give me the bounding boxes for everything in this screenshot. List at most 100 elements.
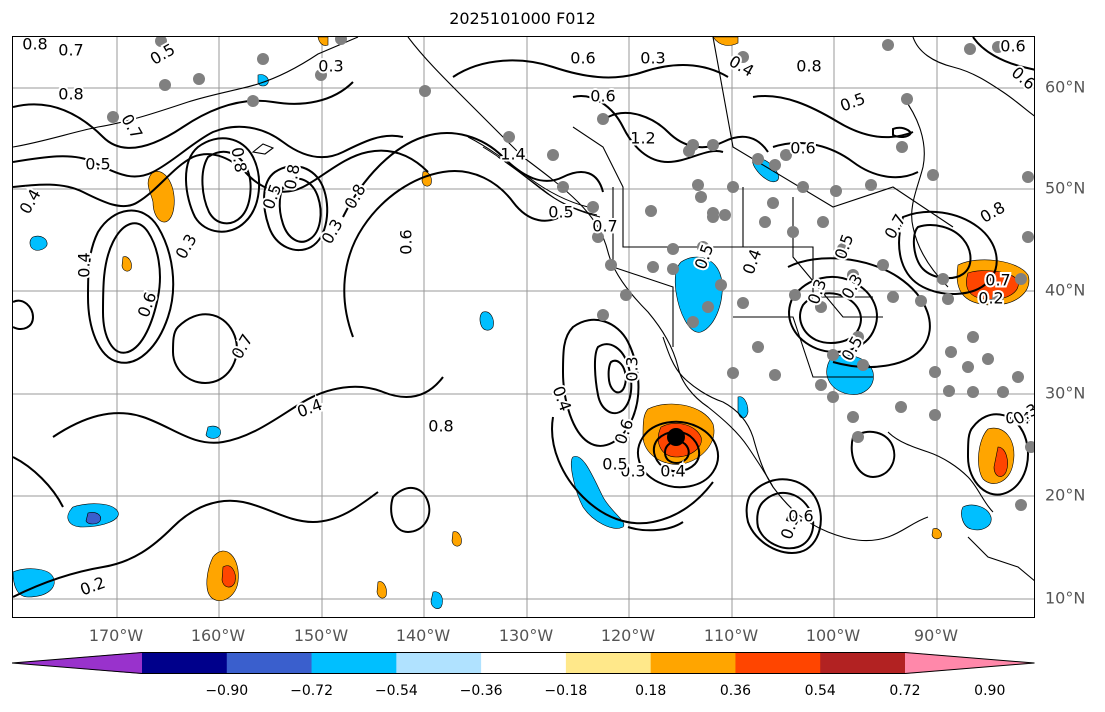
colorbar-bin	[650, 652, 736, 674]
shade-positive	[121, 256, 132, 272]
lat-tick-label: 30°N	[1045, 383, 1086, 403]
weather-map: 0.8 0.7 0.5 0.3 0.6 0.3 0.4 0.8 0.5 0.6 0.7 0.8 0.8 0…	[12, 36, 1035, 618]
contour-label: 0.8	[227, 146, 250, 174]
contour-label: 0.7	[985, 271, 1010, 290]
contour-label: 0.4	[1005, 409, 1030, 428]
lat-tick-label: 40°N	[1045, 280, 1086, 300]
colorbar-bin	[12, 652, 142, 674]
shade-positive	[317, 37, 329, 46]
contour-label: 1.4	[500, 145, 525, 164]
contour-label: 0.8	[796, 57, 821, 76]
contour-label: 0.7	[117, 111, 146, 143]
shade-negative	[479, 311, 494, 331]
shade-positive	[421, 171, 432, 187]
contour-label: 0.6	[790, 139, 815, 158]
contours	[13, 37, 1034, 598]
colorbar-bin	[142, 652, 228, 674]
colorbar-bin	[311, 652, 397, 674]
colorbar	[12, 652, 1035, 674]
contour-label: 0.4	[739, 246, 766, 276]
storm-center-icon	[667, 428, 685, 446]
colorbar-bin	[226, 652, 313, 674]
contour-label: 0.4	[549, 383, 576, 413]
lon-tick-label: 150°W	[293, 626, 349, 645]
lon-tick-label: 110°W	[703, 626, 759, 645]
shade-strong-positive	[221, 565, 236, 588]
colorbar-bin	[396, 652, 482, 674]
lon-tick-label: 160°W	[190, 626, 246, 645]
contour-label: 0.5	[831, 231, 858, 261]
contour-label: 0.5	[548, 203, 573, 222]
contour-label: 0.6	[788, 507, 813, 526]
colorbar-bin	[820, 652, 906, 674]
contour-label: 0.6	[570, 49, 595, 68]
shade-negative	[257, 74, 269, 87]
contour-label: 0.7	[592, 217, 617, 236]
colorbar-tick-label: 0.90	[974, 683, 1006, 699]
colorbar-bin	[905, 652, 1035, 674]
graticule	[13, 37, 1034, 617]
colorbar-tick-label: −0.72	[290, 683, 333, 699]
contour-label: 0.8	[22, 37, 47, 54]
contour-label: 0.8	[280, 163, 303, 191]
shade-negative	[674, 256, 723, 333]
contour-label: 0.8	[977, 198, 1009, 227]
contour-label: 0.6	[611, 416, 638, 446]
contour-label: 0.3	[172, 231, 201, 263]
shade-negative	[961, 504, 992, 531]
colorbar-bin	[735, 652, 821, 674]
contour-label: 0.2	[978, 289, 1003, 308]
colorbar-bin	[481, 652, 567, 674]
shade-negative	[737, 396, 749, 419]
lon-tick-label: 170°W	[88, 626, 144, 645]
map-title: 2025101000 F012	[449, 9, 596, 28]
lat-tick-label: 20°N	[1045, 485, 1086, 505]
colorbar-tick-label: −0.90	[205, 683, 249, 699]
shade-positive	[376, 581, 387, 599]
contour-label: 0.7	[58, 41, 83, 60]
colorbar-tick-label: −0.54	[374, 683, 418, 699]
lon-tick-label: 140°W	[395, 626, 451, 645]
colorbar-tick-label: 0.18	[635, 683, 667, 699]
coastlines	[13, 37, 1034, 582]
contour-label: 0.4	[726, 52, 758, 81]
contour-label: 0.4	[16, 186, 45, 218]
contour-label: 0.4	[294, 395, 324, 422]
lat-tick-label: 10°N	[1045, 588, 1086, 608]
contour-label: 0.6	[590, 87, 615, 106]
contour-label: 0.3	[620, 462, 645, 481]
contour-label: 0.5	[837, 89, 867, 116]
colorbar-tick-label: 0.36	[719, 683, 752, 699]
colorbar-bin	[565, 652, 652, 674]
shade-positive	[451, 531, 462, 547]
thin-contours	[467, 136, 601, 218]
contour-label: 0.7	[228, 331, 257, 363]
contour-label: 0.6	[134, 289, 161, 319]
colorbar-outline	[12, 652, 1035, 674]
contour-label: 0.4	[75, 252, 94, 277]
contour-label: 0.2	[77, 573, 107, 600]
contour-label: 0.8	[341, 181, 370, 213]
lon-tick-label: 130°W	[498, 626, 554, 645]
lon-tick-label: 90°W	[913, 626, 959, 645]
contour-label: 0.4	[660, 462, 685, 481]
map-canvas: 0.8 0.7 0.5 0.3 0.6 0.3 0.4 0.80.50.60.70.80.80…	[13, 37, 1034, 617]
contour-label: 0.3	[804, 276, 831, 306]
lon-tick-label: 120°W	[600, 626, 656, 645]
contour-label: 0.8	[428, 417, 453, 436]
lat-tick-label: 50°N	[1045, 178, 1086, 198]
contour-label: 0.8	[58, 85, 83, 104]
colorbar-tick-label: −0.18	[544, 683, 588, 699]
contour-label: 0.6	[397, 229, 416, 254]
contour-label: 0.3	[623, 356, 642, 381]
shade-strong-positive	[993, 446, 1008, 477]
colorbar-tick-label: −0.36	[459, 683, 503, 699]
shade-negative	[205, 425, 221, 439]
shade-positive	[147, 171, 175, 223]
lat-tick-label: 60°N	[1045, 77, 1086, 97]
contour-label: 0.5	[147, 40, 179, 69]
colorbar-tick-label: 0.72	[889, 683, 921, 699]
colorbar-tick-label: 0.54	[804, 683, 836, 699]
contour-label: 0.3	[318, 57, 343, 76]
shade-positive	[712, 37, 739, 46]
